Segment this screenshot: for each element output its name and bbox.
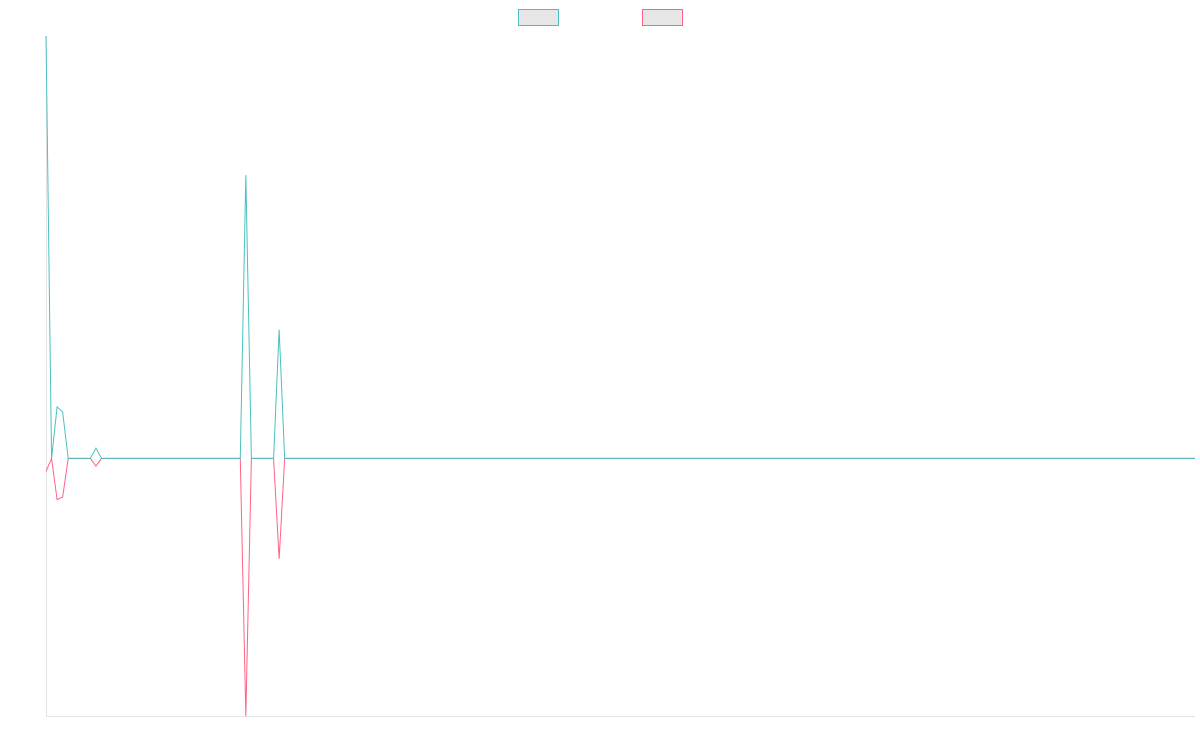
legend — [518, 9, 683, 26]
legend-swatch-1[interactable] — [518, 9, 559, 26]
series-line-2 — [45, 456, 1195, 717]
series-layer — [45, 35, 1195, 717]
axes — [46, 36, 1195, 717]
legend-swatch-2[interactable] — [642, 9, 683, 26]
series-line-1 — [45, 35, 1195, 459]
legend-item-1[interactable] — [518, 9, 559, 26]
legend-item-2[interactable] — [642, 9, 683, 26]
